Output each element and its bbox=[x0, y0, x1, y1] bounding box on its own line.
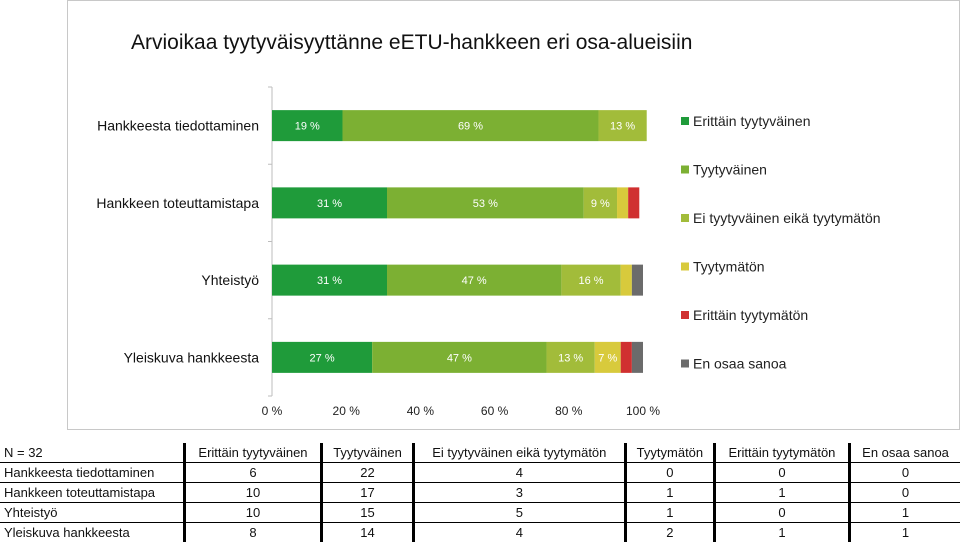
table-cell: 0 bbox=[712, 502, 850, 523]
data-label: 7 % bbox=[598, 352, 617, 364]
table-row-label: Yleiskuva hankkeesta bbox=[0, 522, 185, 542]
table-cell: 10 bbox=[182, 502, 322, 523]
bar-segment bbox=[272, 187, 388, 219]
bar-segment bbox=[598, 110, 647, 142]
legend-swatch bbox=[681, 359, 689, 368]
table-cell: 0 bbox=[848, 482, 960, 503]
table-row-label: Hankkeen toteuttamistapa bbox=[0, 482, 185, 503]
data-label: 31 % bbox=[317, 275, 342, 287]
bar-segment bbox=[620, 341, 632, 373]
table-row: Yhteistyö 10 15 5 1 0 1 bbox=[0, 502, 960, 523]
data-label: 53 % bbox=[473, 198, 498, 210]
chart-frame: Arvioikaa tyytyväisyyttänne eETU-hankkee… bbox=[67, 0, 960, 430]
bar-segment bbox=[372, 341, 547, 373]
table-cell: 8 bbox=[182, 522, 322, 542]
table-cell: 1 bbox=[848, 502, 960, 523]
table-cell: 1 bbox=[712, 522, 850, 542]
x-tick-label: 80 % bbox=[555, 404, 583, 418]
x-tick-label: 60 % bbox=[481, 404, 509, 418]
legend-label: En osaa sanoa bbox=[693, 356, 787, 372]
legend-label: Ei tyytyväinen eikä tyytymätön bbox=[693, 210, 881, 226]
table-header-row: N = 32 Erittäin tyytyväinen Tyytyväinen … bbox=[0, 443, 960, 463]
bar-segment bbox=[387, 264, 562, 296]
legend-swatch bbox=[681, 311, 689, 319]
x-tick-label: 20 % bbox=[333, 404, 361, 418]
legend-swatch bbox=[681, 214, 689, 222]
legend-label: Tyytyväinen bbox=[693, 162, 767, 178]
x-tick-label: 40 % bbox=[407, 404, 435, 418]
data-label: 31 % bbox=[317, 198, 342, 210]
table-cell: 0 bbox=[712, 462, 850, 483]
table-cell: 14 bbox=[320, 522, 414, 542]
legend-swatch bbox=[681, 117, 689, 125]
table-header: Tyytymätön bbox=[624, 443, 715, 463]
bar-segment bbox=[594, 341, 621, 373]
x-tick-label: 0 % bbox=[262, 404, 283, 418]
legend-label: Erittäin tyytymätön bbox=[693, 307, 808, 323]
data-label: 69 % bbox=[458, 121, 483, 133]
legend-swatch bbox=[681, 262, 689, 271]
data-table: N = 32 Erittäin tyytyväinen Tyytyväinen … bbox=[0, 443, 960, 542]
table-corner: N = 32 bbox=[0, 443, 185, 463]
table-header: Erittäin tyytyväinen bbox=[182, 443, 322, 463]
table-header: Erittäin tyytymätön bbox=[712, 443, 850, 463]
table-cell: 17 bbox=[320, 482, 414, 503]
legend-label: Erittäin tyytyväinen bbox=[693, 113, 811, 129]
data-label: 47 % bbox=[447, 352, 472, 364]
table-row-label: Yhteistyö bbox=[0, 502, 185, 523]
legend-swatch bbox=[681, 165, 689, 174]
bar-segment bbox=[546, 341, 595, 373]
table-cell: 1 bbox=[624, 482, 715, 503]
bar-segment bbox=[342, 110, 599, 142]
bar-segment bbox=[272, 110, 343, 142]
table-cell: 0 bbox=[624, 462, 715, 483]
data-label: 16 % bbox=[579, 275, 604, 287]
data-label: 13 % bbox=[558, 352, 583, 364]
table-cell: 2 bbox=[624, 522, 715, 542]
table-header: Ei tyytyväinen eikä tyytymätön bbox=[411, 443, 626, 463]
bar-segment bbox=[583, 187, 618, 219]
stacked-bar-chart: Arvioikaa tyytyväisyyttänne eETU-hankkee… bbox=[96, 31, 881, 418]
table-cell: 6 bbox=[182, 462, 322, 483]
legend-label: Tyytymätön bbox=[693, 259, 765, 275]
table-cell: 15 bbox=[320, 502, 414, 523]
category-label: Hankkeen toteuttamistapa bbox=[96, 195, 259, 211]
bar-segment bbox=[617, 187, 629, 219]
data-label: 47 % bbox=[462, 275, 487, 287]
bar-segment bbox=[561, 264, 621, 296]
table-header: En osaa sanoa bbox=[848, 443, 960, 463]
data-label: 9 % bbox=[591, 198, 610, 210]
table-cell: 1 bbox=[848, 522, 960, 542]
table-cell: 4 bbox=[411, 462, 626, 483]
category-label: Yleiskuva hankkeesta bbox=[124, 349, 260, 365]
table-cell: 22 bbox=[320, 462, 414, 483]
table-header: Tyytyväinen bbox=[320, 443, 414, 463]
table-row: Hankkeesta tiedottaminen 6 22 4 0 0 0 bbox=[0, 462, 960, 483]
category-label: Hankkeesta tiedottaminen bbox=[97, 118, 259, 134]
chart-title: Arvioikaa tyytyväisyyttänne eETU-hankkee… bbox=[131, 31, 692, 54]
data-label: 27 % bbox=[310, 352, 335, 364]
table-cell: 4 bbox=[411, 522, 626, 542]
table-cell: 1 bbox=[624, 502, 715, 523]
data-label: 19 % bbox=[295, 121, 320, 133]
table-row: Hankkeen toteuttamistapa 10 17 3 1 1 0 bbox=[0, 482, 960, 503]
table-cell: 5 bbox=[411, 502, 626, 523]
x-tick-label: 100 % bbox=[626, 404, 660, 418]
table-cell: 1 bbox=[712, 482, 850, 503]
data-label: 13 % bbox=[610, 121, 635, 133]
bar-segment bbox=[631, 341, 643, 373]
table-cell: 0 bbox=[848, 462, 960, 483]
table-row: Yleiskuva hankkeesta 8 14 4 2 1 1 bbox=[0, 522, 960, 542]
bar-segment bbox=[628, 187, 640, 219]
bar-segment bbox=[272, 341, 373, 373]
bar-segment bbox=[272, 264, 388, 296]
table-row-label: Hankkeesta tiedottaminen bbox=[0, 462, 185, 483]
bar-segment bbox=[620, 264, 632, 296]
table-cell: 10 bbox=[182, 482, 322, 503]
table-cell: 3 bbox=[411, 482, 626, 503]
bar-segment bbox=[631, 264, 643, 296]
category-label: Yhteistyö bbox=[201, 272, 259, 288]
bar-segment bbox=[387, 187, 584, 219]
